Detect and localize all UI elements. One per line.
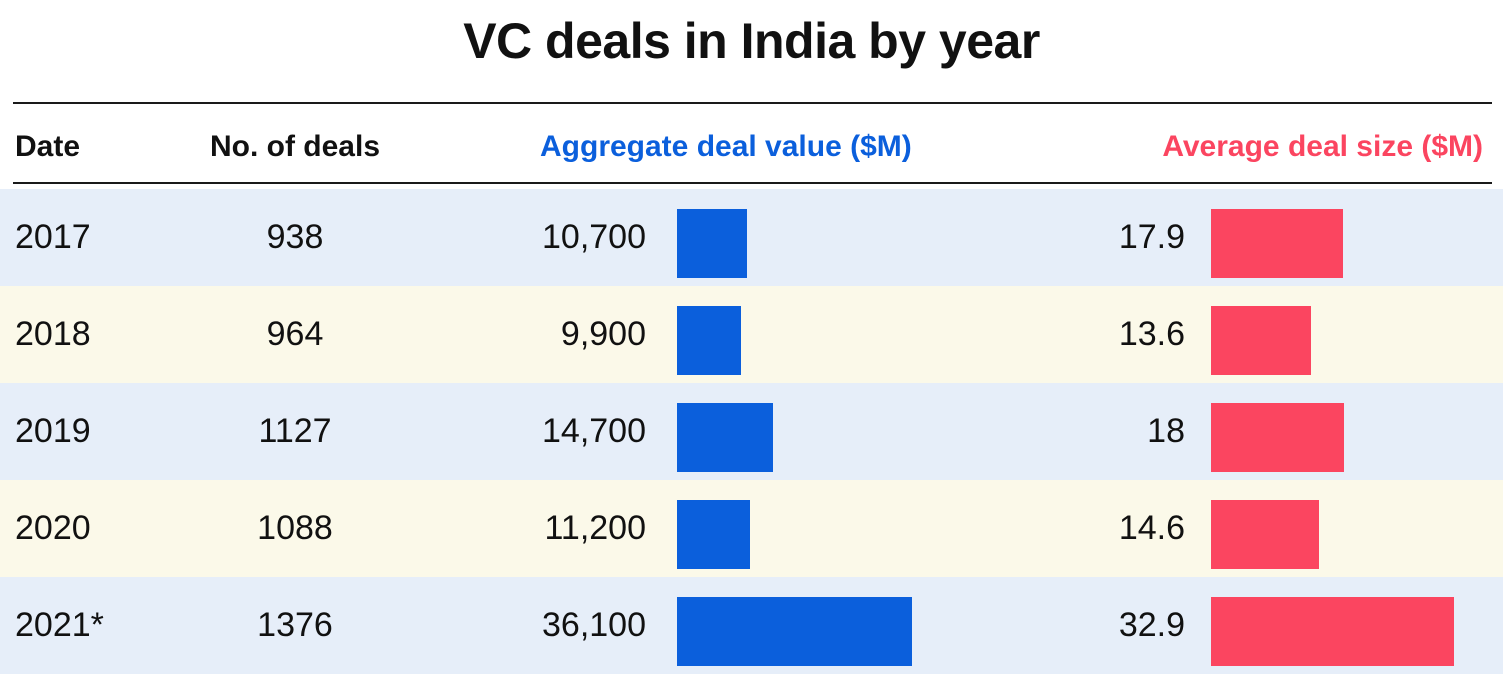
top-rule <box>13 102 1492 104</box>
row-deal-count: 1376 <box>257 606 333 644</box>
table-row: 2018 964 9,900 13.6 <box>0 286 1503 383</box>
row-average-label: 14.6 <box>1118 509 1185 547</box>
row-aggregate-label: 9,900 <box>560 315 646 353</box>
row-aggregate-label: 10,700 <box>542 218 646 256</box>
table-row: 2017 938 10,700 17.9 <box>0 189 1503 286</box>
row-date: 2018 <box>15 315 91 353</box>
row-deal-count: 1088 <box>257 509 333 547</box>
header-aggregate-value: Aggregate deal value ($M) <box>540 130 912 163</box>
aggregate-bar <box>677 403 773 472</box>
aggregate-bar <box>677 209 747 278</box>
average-bar <box>1211 403 1344 472</box>
table-body: 2017 938 10,700 17.9 2018 964 9,900 13.6 2019 112… <box>0 189 1503 674</box>
row-aggregate-label: 14,700 <box>542 412 646 450</box>
aggregate-bar <box>677 500 750 569</box>
table-row: 2019 1127 14,700 18 <box>0 383 1503 480</box>
row-average-label: 13.6 <box>1118 315 1185 353</box>
row-average-label: 18 <box>1147 412 1185 450</box>
header-date: Date <box>15 130 81 163</box>
row-aggregate-label: 11,200 <box>544 509 646 547</box>
row-aggregate-label: 36,100 <box>542 606 646 644</box>
average-bar <box>1211 500 1319 569</box>
row-deal-count: 964 <box>266 315 324 353</box>
header-rule <box>13 182 1492 184</box>
average-bar <box>1211 597 1454 666</box>
aggregate-bar <box>677 597 912 666</box>
row-date: 2021* <box>15 606 104 644</box>
average-bar <box>1211 209 1343 278</box>
header-average-size: Average deal size ($M) <box>1162 130 1483 163</box>
chart-title: VC deals in India by year <box>463 13 1040 69</box>
row-deal-count: 938 <box>266 218 324 256</box>
row-date: 2019 <box>15 412 91 450</box>
aggregate-bar <box>677 306 741 375</box>
row-date: 2020 <box>15 509 91 547</box>
table-row: 2021* 1376 36,100 32.9 <box>0 577 1503 674</box>
average-bar <box>1211 306 1311 375</box>
row-date: 2017 <box>15 218 91 256</box>
header-deals: No. of deals <box>209 130 381 163</box>
row-average-label: 17.9 <box>1118 218 1185 256</box>
row-deal-count: 1127 <box>258 412 332 450</box>
row-average-label: 32.9 <box>1118 606 1185 644</box>
table-row: 2020 1088 11,200 14.6 <box>0 480 1503 577</box>
